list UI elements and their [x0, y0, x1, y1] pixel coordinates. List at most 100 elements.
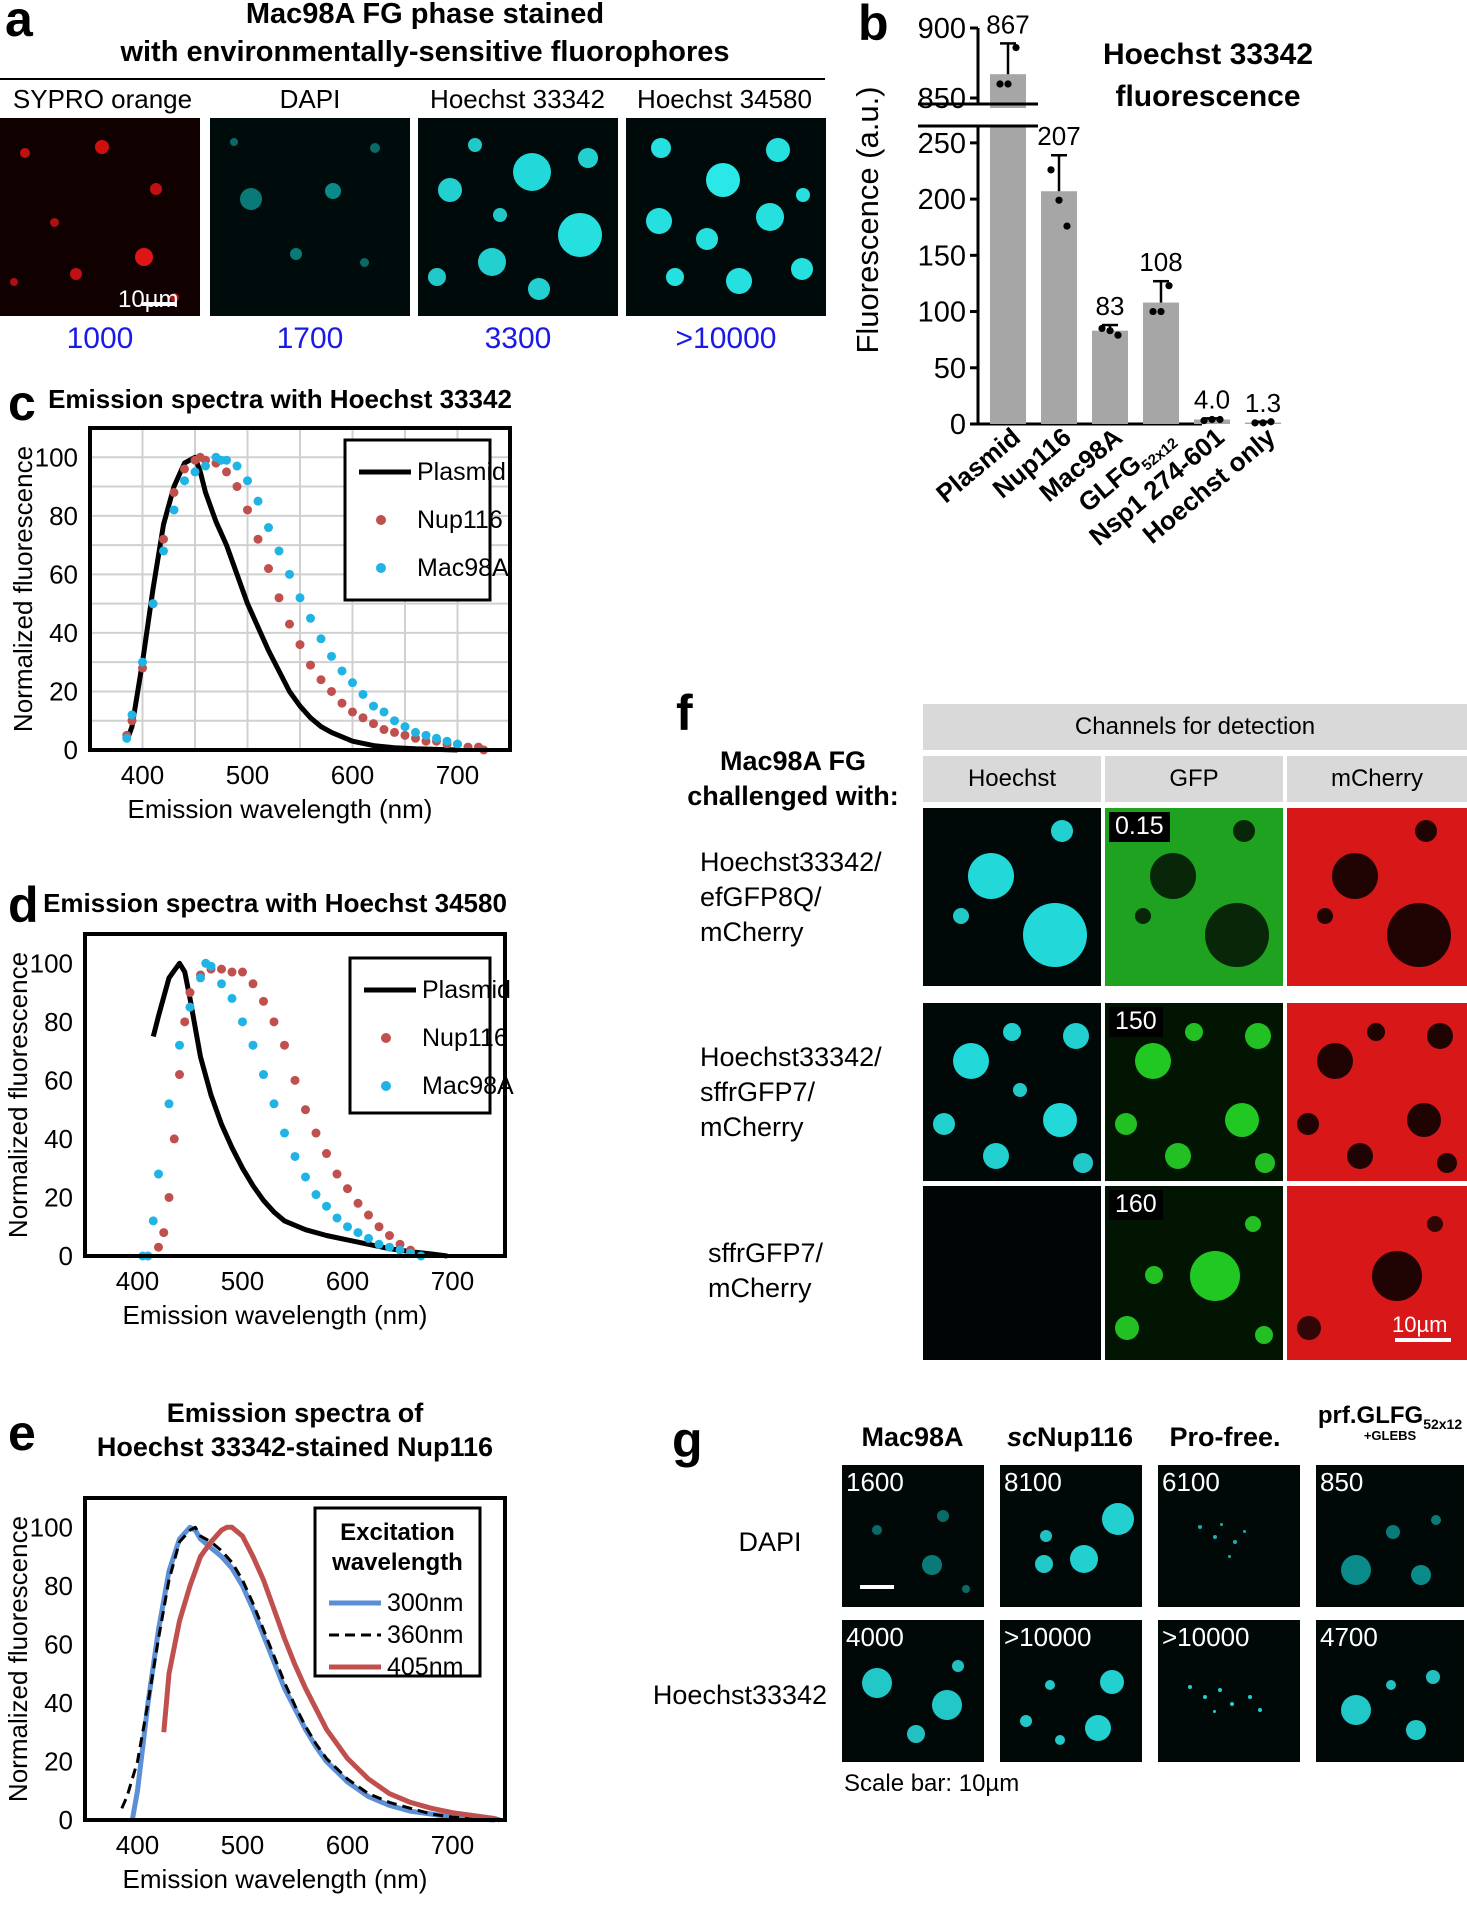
legend-box [343, 438, 492, 602]
droplet [370, 143, 380, 153]
data-point-mac98a [327, 651, 336, 661]
panel-a-image-hoechst33342 [418, 118, 618, 316]
bar-1 [1041, 191, 1077, 424]
data-point-nup116 [159, 534, 168, 544]
droplet [1213, 1710, 1216, 1713]
data-point-mac98a [232, 461, 242, 471]
panel-b-chart: 850 900 0 50 100 150 200 250 Fluorescence (a.u.)… [850, 9, 1313, 551]
droplet [1063, 1023, 1089, 1049]
panel-a-title-line2: with environmentally-sensitive fluoropho… [120, 35, 730, 68]
plot-frame [88, 426, 512, 752]
droplet [922, 1555, 942, 1575]
panel-f-left-line2: challenged with: [687, 781, 899, 812]
droplet [766, 138, 790, 162]
data-point-nup116 [280, 1040, 289, 1050]
x-tick-label: 600 [326, 1830, 369, 1860]
data-point-mac98a [196, 973, 205, 983]
panel-e-label: e [8, 1405, 36, 1461]
data-point-mac98a [274, 546, 284, 556]
legend-label: Mac98A [422, 1072, 514, 1100]
data-point-nup116 [327, 686, 336, 696]
panel-f-r3-gfp: 160 [1105, 1186, 1283, 1360]
y-tick-label: 100 [30, 948, 73, 978]
data-point [1004, 80, 1012, 88]
droplet [1043, 1103, 1077, 1137]
panel-b-label: b [858, 0, 889, 51]
droplet [1085, 1715, 1111, 1741]
droplet [1115, 1316, 1139, 1340]
droplet [493, 208, 507, 222]
x-tick-label: 500 [226, 760, 269, 790]
bar-value-label: 83 [1096, 291, 1125, 321]
panel-a-label: a [5, 0, 33, 47]
droplet [1243, 1530, 1246, 1533]
droplet [558, 213, 602, 257]
x-tick-label: 400 [116, 1266, 159, 1296]
data-point-nup116 [385, 1231, 394, 1241]
panel-f-row2-line2: sffrGFP7/ [700, 1077, 816, 1108]
data-point-mac98a [364, 1233, 373, 1243]
x-tick-label: 700 [431, 1266, 474, 1296]
data-point-nup116 [159, 1228, 169, 1238]
droplet [791, 258, 813, 280]
panel-g-r2-c3: >10000 [1158, 1620, 1300, 1762]
data-point-mac98a [385, 1242, 394, 1252]
panel-g-r1-c4: 850 [1316, 1465, 1464, 1607]
x-tick-label: 400 [116, 1830, 159, 1860]
droplet [1415, 820, 1437, 842]
droplet [438, 178, 462, 202]
legend-label: 405nm [387, 1653, 463, 1681]
droplet [1297, 1316, 1321, 1340]
data-point-mac98a [322, 1201, 331, 1211]
droplet [1035, 1555, 1053, 1573]
droplet [1347, 1143, 1373, 1169]
droplet [1431, 1515, 1441, 1525]
droplet [1426, 1670, 1440, 1684]
data-point-nup116 [232, 482, 242, 492]
droplet [1150, 853, 1196, 899]
droplet [1100, 1670, 1124, 1694]
panel-f-channel-gfp: GFP [1105, 756, 1283, 802]
y-tick-label: 40 [49, 618, 78, 648]
data-point [1267, 418, 1275, 426]
legend-marker [376, 563, 386, 573]
data-point-mac98a [222, 455, 231, 465]
series-line-plasmid [124, 454, 458, 753]
chart-title: Emission spectra with Hoechst 34580 [43, 888, 507, 918]
panel-d-label: d [8, 877, 39, 933]
panel-g-row-2-label: Hoechst33342 [652, 1680, 828, 1710]
data-point-mac98a [301, 1172, 310, 1182]
bar-2 [1092, 330, 1128, 424]
bar-value-label: 207 [1037, 121, 1080, 151]
panel-g-r1-c1: 1600 [842, 1465, 984, 1607]
data-point-mac98a [295, 593, 305, 603]
plot-frame [83, 932, 507, 1258]
panel-g-r2-c2-value: >10000 [1004, 1622, 1092, 1652]
data-point-nup116 [400, 730, 410, 740]
data-point-nup116 [227, 967, 237, 977]
y-tick-label: 40 [44, 1124, 73, 1154]
x-tick-label: 600 [331, 760, 374, 790]
panel-a-image-dapi [210, 118, 410, 316]
y-axis-label: Fluorescence (a.u.) [850, 86, 885, 353]
panel-g-r1-c3: 6100 [1158, 1465, 1300, 1607]
data-point-mac98a [185, 1002, 195, 1012]
panel-g-r1-c4-value: 850 [1320, 1467, 1364, 1497]
droplet [953, 1043, 989, 1079]
panel-f-r3-hoechst [923, 1186, 1101, 1360]
legend-label: Mac98A [417, 554, 509, 582]
plot-frame [83, 1496, 507, 1822]
droplet [1386, 1525, 1400, 1539]
panel-f-row2-line3: mCherry [700, 1112, 804, 1143]
data-point [1012, 44, 1020, 52]
droplet [907, 1725, 925, 1743]
droplet [1003, 1023, 1021, 1041]
y-tick-label: 40 [44, 1688, 73, 1718]
panel-a-intensity-3: 3300 [484, 322, 552, 355]
data-point-nup116 [337, 698, 347, 708]
data-point-mac98a [353, 1228, 363, 1238]
panel-g-r2-c4-value: 4700 [1320, 1622, 1378, 1652]
x-tick-label: 500 [221, 1830, 264, 1860]
y-tick-label: 0 [59, 1241, 73, 1271]
